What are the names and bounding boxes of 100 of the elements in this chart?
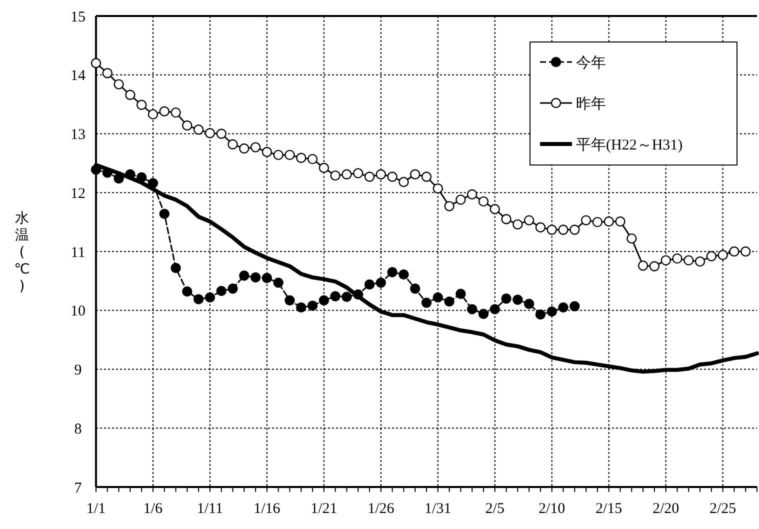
point	[239, 143, 250, 154]
point	[410, 283, 420, 294]
point	[626, 233, 637, 244]
point	[204, 292, 216, 303]
point	[729, 246, 740, 257]
point	[262, 146, 272, 158]
point	[580, 215, 592, 226]
y-axis-title: 水温(℃)	[14, 210, 30, 294]
point	[239, 270, 250, 281]
y-tick-label: 10	[70, 304, 86, 320]
point	[216, 286, 226, 296]
y-tick-label: 11	[70, 244, 86, 261]
point	[558, 302, 568, 313]
point	[615, 216, 626, 227]
point	[193, 124, 204, 135]
point	[364, 279, 375, 290]
point	[182, 120, 192, 131]
point	[512, 219, 523, 230]
legend-label: 昨年	[576, 95, 606, 112]
point	[318, 162, 330, 173]
point	[694, 256, 706, 267]
x-tick-label: 1/16	[254, 501, 281, 517]
point	[90, 58, 102, 68]
point	[421, 298, 432, 308]
point	[136, 100, 147, 110]
y-tick-label: 7	[74, 480, 82, 496]
point	[638, 260, 648, 271]
point	[546, 224, 557, 235]
point	[228, 283, 238, 294]
point	[342, 292, 352, 302]
x-tick-label: 1/1	[86, 501, 106, 517]
point	[570, 224, 580, 235]
point	[660, 255, 671, 266]
point	[490, 304, 500, 314]
point	[478, 308, 489, 320]
point	[364, 172, 375, 182]
x-tick-label: 1/21	[310, 501, 338, 517]
legend-label: 平年(H22～H31)	[576, 136, 683, 154]
point	[159, 208, 170, 219]
point	[478, 196, 489, 207]
point	[421, 172, 432, 182]
point	[296, 152, 306, 163]
point	[718, 250, 728, 260]
point	[228, 139, 238, 150]
point	[284, 150, 295, 160]
point	[250, 142, 261, 152]
point	[387, 267, 398, 278]
point	[114, 79, 124, 90]
point	[318, 295, 330, 306]
point	[604, 216, 614, 227]
point	[444, 296, 454, 307]
point	[501, 214, 512, 224]
point	[570, 301, 580, 312]
point	[398, 269, 409, 280]
point	[353, 168, 364, 178]
point	[524, 215, 534, 226]
point	[148, 109, 158, 120]
y-tick-label: 15	[70, 9, 86, 26]
point	[330, 291, 340, 302]
y-tick-label: 12	[70, 186, 86, 202]
x-tick-label: 1/26	[368, 501, 395, 517]
point	[273, 150, 284, 160]
point	[250, 272, 261, 283]
x-tick-label: 1/11	[196, 501, 224, 517]
point	[466, 189, 478, 200]
point	[456, 288, 466, 299]
x-tick-label: 1/31	[424, 501, 452, 517]
point	[330, 170, 340, 181]
point	[170, 262, 181, 274]
point	[512, 294, 523, 305]
x-tick-label: 2/10	[538, 501, 566, 517]
point	[592, 216, 603, 228]
point	[170, 107, 181, 118]
x-tick-label: 2/5	[485, 501, 504, 517]
point	[524, 298, 534, 309]
y-tick-label: 9	[74, 362, 82, 378]
point	[216, 128, 226, 139]
point	[387, 172, 398, 182]
x-tick-label: 2/25	[709, 501, 736, 517]
point	[410, 169, 420, 180]
point	[398, 176, 409, 188]
point	[432, 292, 443, 303]
point	[204, 128, 216, 138]
x-tick-label: 2/15	[596, 501, 622, 517]
point	[284, 295, 295, 306]
point	[432, 183, 443, 194]
point	[558, 224, 568, 235]
point	[296, 302, 306, 313]
point	[376, 278, 386, 288]
point	[307, 300, 318, 311]
point	[535, 222, 546, 232]
y-tick-label: 13	[70, 127, 86, 143]
point	[307, 154, 318, 164]
point	[273, 278, 284, 288]
x-tick-label: 2/20	[652, 501, 680, 517]
point	[490, 204, 500, 214]
point	[376, 169, 386, 180]
y-tick-label: 14	[70, 68, 86, 84]
point	[159, 106, 170, 116]
point	[466, 304, 478, 314]
